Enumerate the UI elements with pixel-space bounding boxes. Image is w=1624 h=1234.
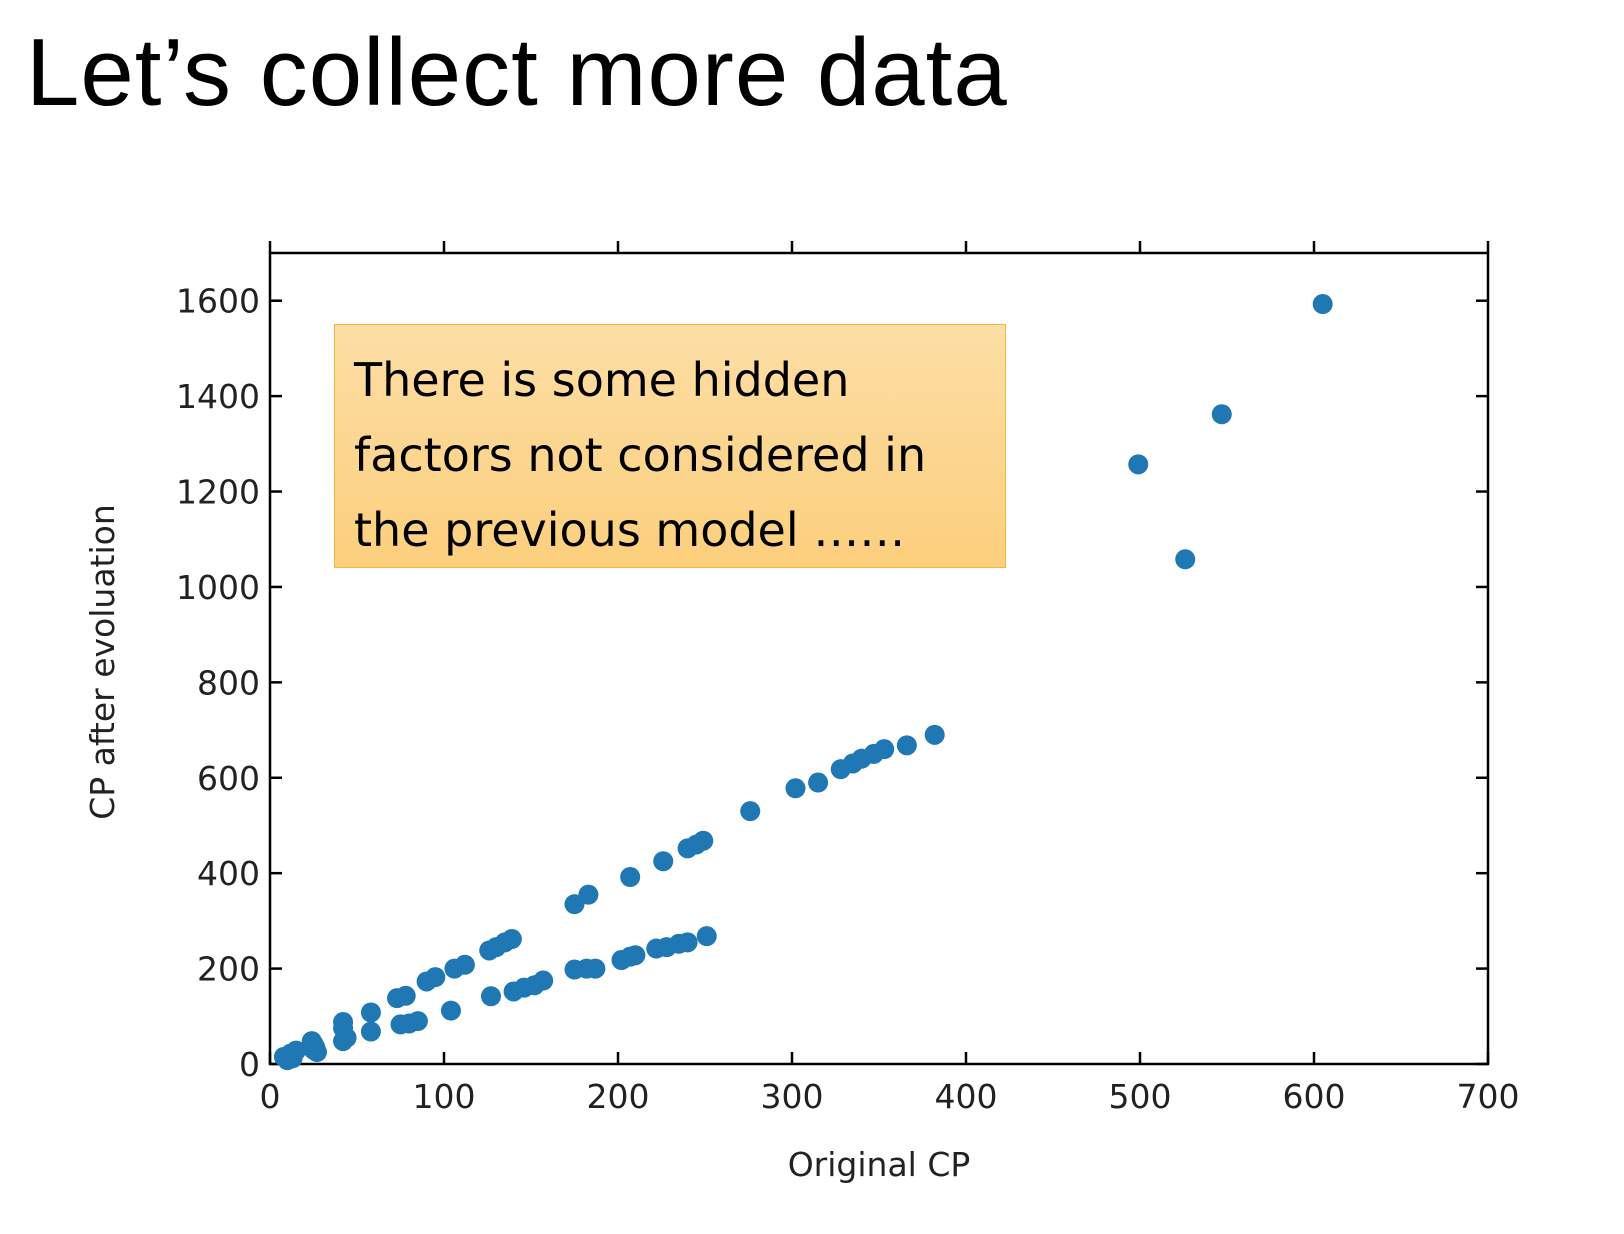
scatter-point [785, 778, 806, 799]
scatter-point [1312, 294, 1333, 315]
scatter-point [282, 1048, 303, 1069]
y-tick-label: 400 [197, 854, 260, 893]
scatter-point [740, 801, 761, 822]
scatter-point [480, 986, 501, 1007]
callout-line-2: factors not considered in [354, 428, 927, 482]
scatter-point [896, 735, 917, 756]
scatter-point [874, 739, 895, 760]
scatter-point [440, 1000, 461, 1021]
scatter-point [454, 954, 475, 975]
y-tick-label: 1400 [176, 377, 260, 416]
scatter-point [564, 894, 585, 915]
x-tick-label: 700 [1457, 1077, 1520, 1116]
scatter-point [501, 929, 522, 950]
scatter-point [336, 1027, 357, 1048]
x-axis-label: Original CP [788, 1145, 971, 1184]
scatter-point [585, 958, 606, 979]
callout-line-3: the previous model …… [354, 503, 906, 557]
plot-frame [268, 251, 1490, 1066]
scatter-point [653, 851, 674, 872]
x-tick-label: 500 [1109, 1077, 1172, 1116]
scatter-point [620, 866, 641, 887]
scatter-point [1211, 404, 1232, 425]
scatter-point [924, 724, 945, 745]
tick-labels: 0 100 200 300 400 500 600 700 0 200 400 600 800 1000 1… [176, 282, 1519, 1116]
y-axis-label: CP after evoluation [83, 504, 122, 820]
y-tick-label: 1200 [176, 473, 260, 512]
slide-title: Let’s collect more data [26, 19, 1008, 126]
scatter-point [808, 772, 829, 793]
scatter-point [677, 932, 698, 953]
y-tick-label: 0 [239, 1045, 260, 1084]
y-tick-label: 200 [197, 950, 260, 989]
scatter-point [1128, 454, 1149, 475]
x-tick-label: 100 [413, 1077, 476, 1116]
y-tick-label: 800 [197, 663, 260, 702]
y-tick-label: 1600 [176, 282, 260, 321]
x-tick-label: 200 [587, 1077, 650, 1116]
scatter-point [1175, 549, 1196, 570]
scatter-point [625, 945, 646, 966]
x-tick-label: 0 [260, 1077, 281, 1116]
x-tick-label: 400 [935, 1077, 998, 1116]
x-tick-label: 600 [1283, 1077, 1346, 1116]
scatter-point [696, 926, 717, 947]
plot-area-border [268, 251, 1490, 1066]
scatter-point [333, 1012, 354, 1033]
scatter-point [407, 1011, 428, 1032]
scatter-point [306, 1042, 327, 1063]
scatter-point [578, 884, 599, 905]
callout-line-1: There is some hidden [354, 353, 850, 407]
scatter-point [395, 985, 416, 1006]
y-tick-label: 600 [197, 759, 260, 798]
scatter-point [425, 967, 446, 988]
x-tick-label: 300 [761, 1077, 824, 1116]
tick-marks [268, 241, 1490, 1066]
y-tick-label: 1000 [176, 568, 260, 607]
data-points [273, 294, 1333, 1071]
hidden-factors-callout: There is some hidden factors not conside… [334, 324, 1006, 568]
scatter-point [360, 1021, 381, 1042]
scatter-point [360, 1002, 381, 1023]
scatter-point [693, 830, 714, 851]
scatter-point [533, 970, 554, 991]
